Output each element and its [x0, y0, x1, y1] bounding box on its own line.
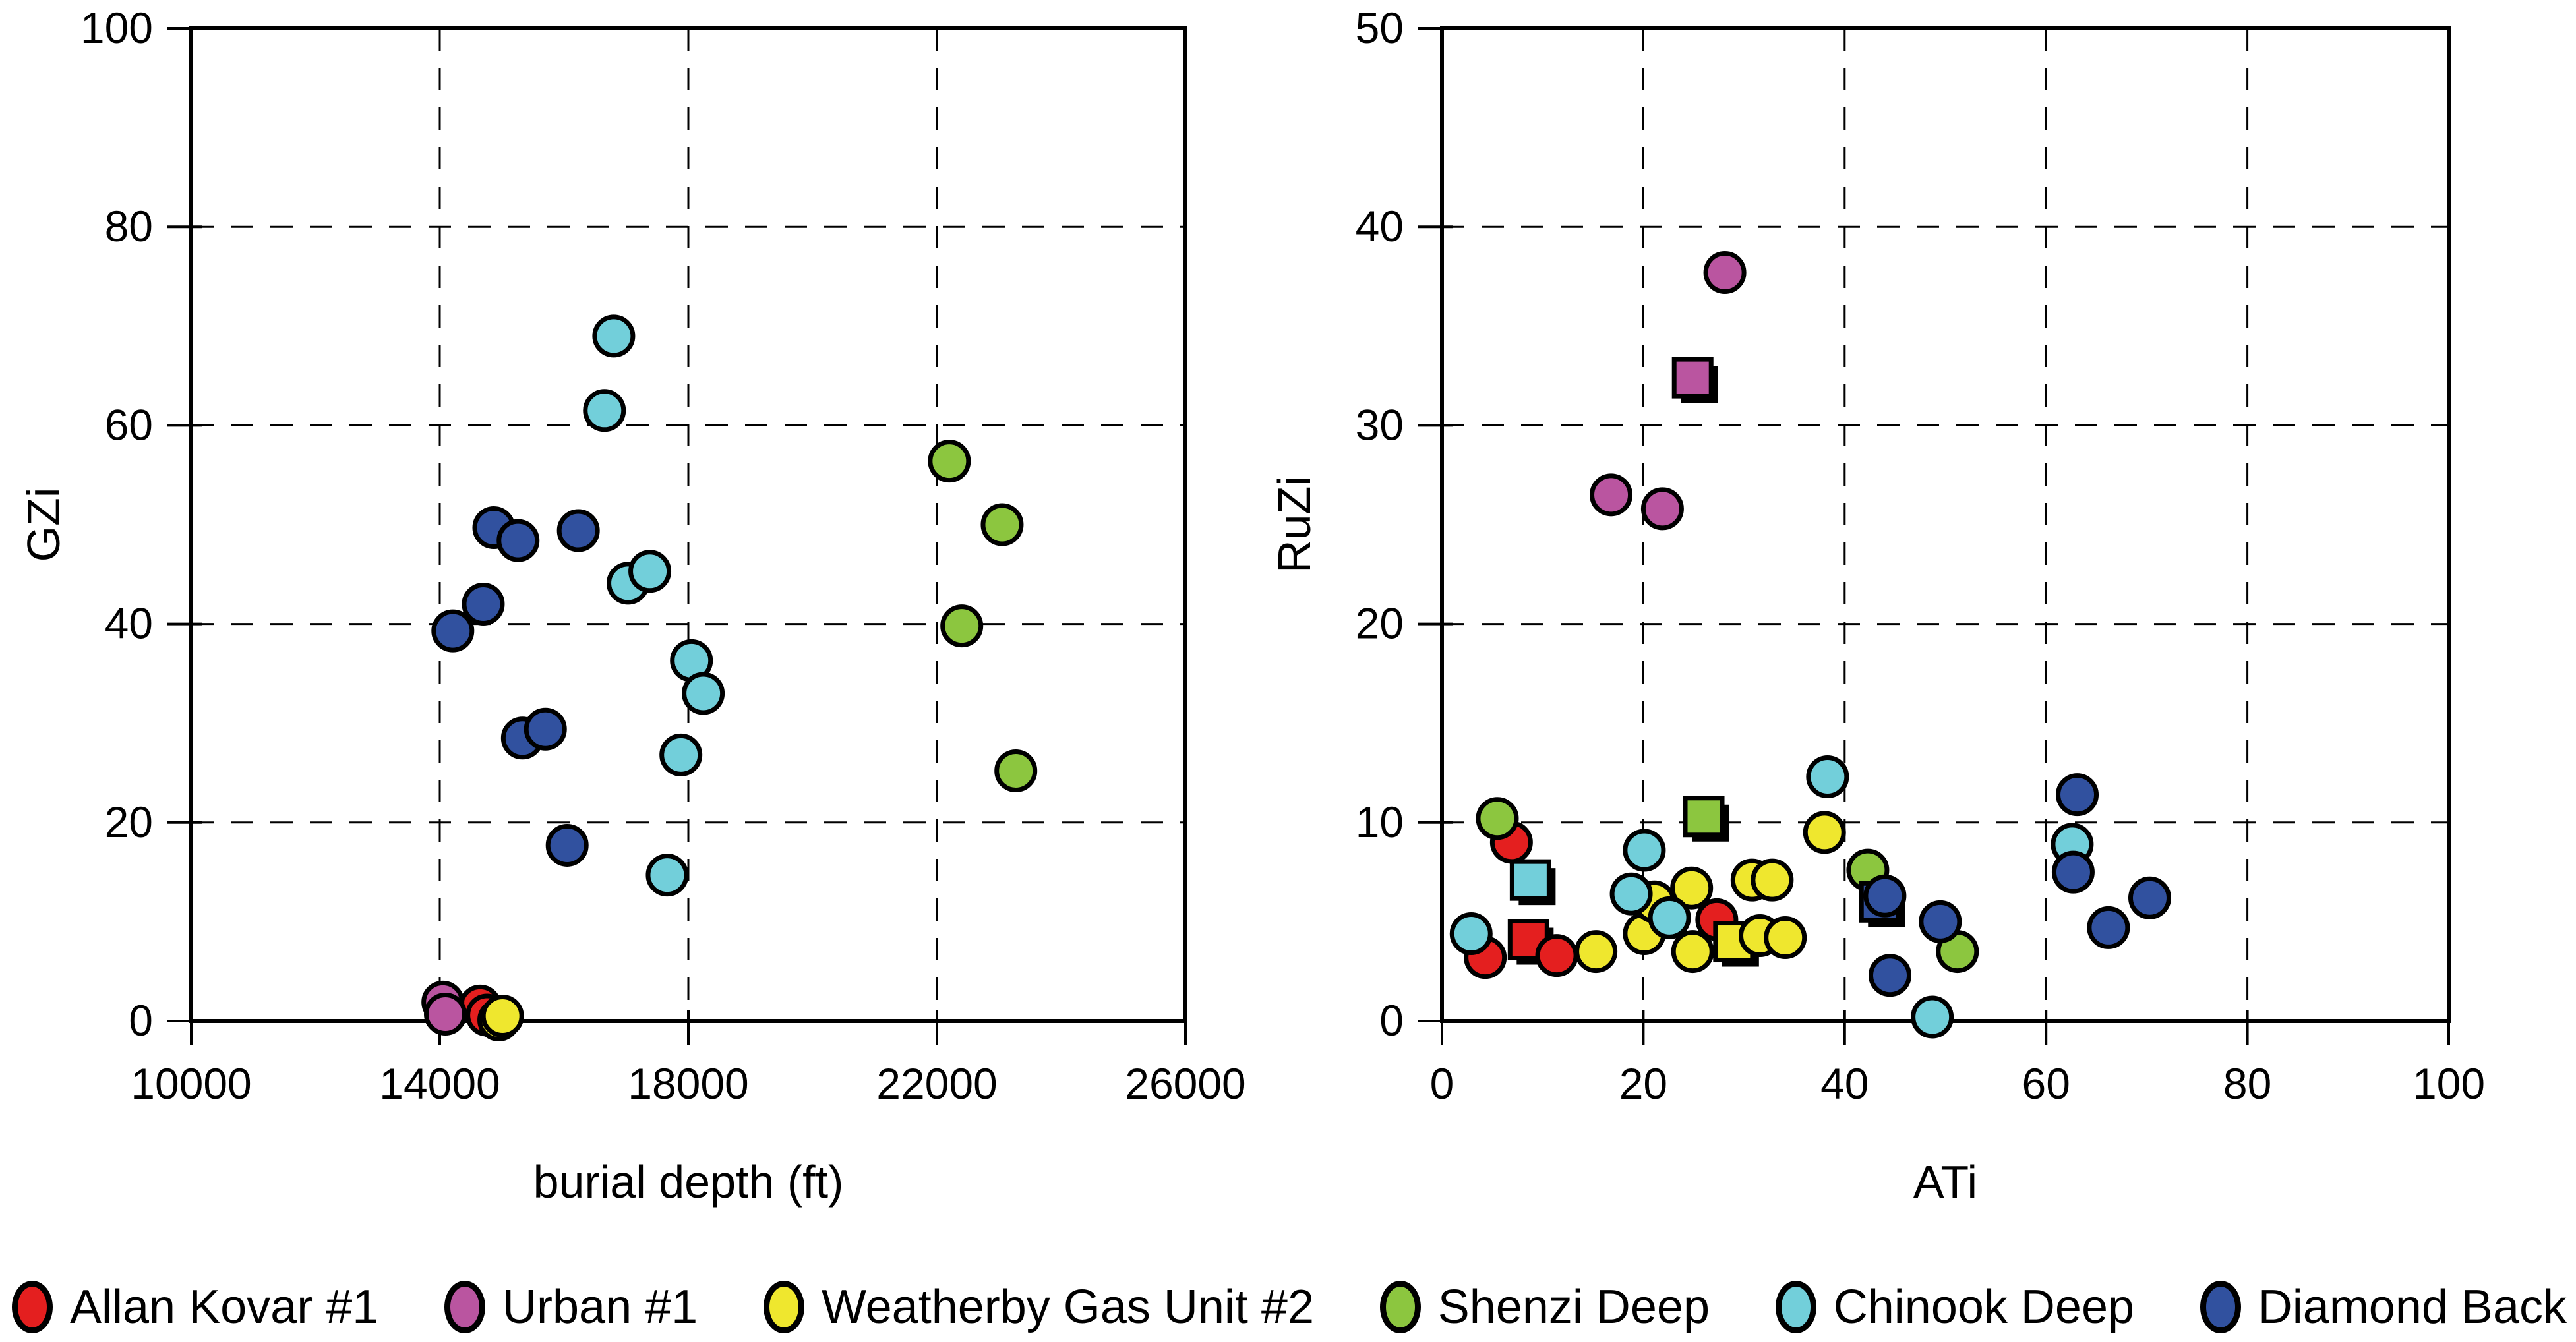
legend-label: Chinook Deep: [1833, 1281, 2135, 1333]
legend-marker-icon: [763, 1281, 804, 1333]
legend-item: Urban #1: [444, 1281, 698, 1333]
data-point-circle: [1609, 872, 1653, 916]
data-point-circle: [1623, 829, 1666, 872]
data-point-circle: [1590, 473, 1633, 517]
data-point-circle: [462, 582, 505, 626]
data-point-circle: [645, 854, 689, 897]
data-point-circle: [583, 389, 626, 432]
y-tick-label: 60: [105, 400, 153, 449]
data-point-circle: [1911, 995, 1954, 1039]
y-tick-label: 10: [1356, 798, 1404, 846]
x-axis-title: burial depth (ft): [533, 1156, 844, 1208]
data-point-circle: [980, 503, 1024, 546]
data-point-square: [1683, 796, 1725, 838]
legend-item: Allan Kovar #1: [12, 1281, 378, 1333]
data-point-circle: [940, 604, 984, 648]
legend-marker-icon: [444, 1281, 486, 1333]
data-point-circle: [1671, 930, 1714, 974]
legend-item: Weatherby Gas Unit #2: [763, 1281, 1314, 1333]
legend-item: Shenzi Deep: [1379, 1281, 1710, 1333]
legend-label: Urban #1: [502, 1281, 698, 1333]
data-point-circle: [556, 509, 600, 552]
legend-label: Weatherby Gas Unit #2: [821, 1281, 1314, 1333]
data-point-circle: [2128, 876, 2171, 919]
data-point-circle: [1648, 896, 1691, 939]
plot-border: [1440, 26, 2451, 1023]
data-point-circle: [481, 994, 524, 1037]
x-tick-label: 0: [1430, 1059, 1454, 1108]
data-point-circle: [2051, 850, 2095, 894]
data-point-circle: [2056, 773, 2099, 817]
data-point-circle: [928, 440, 971, 483]
y-tick-label: 0: [129, 996, 153, 1045]
x-axis-title: ATi: [1913, 1156, 1977, 1208]
x-tick-label: 80: [2223, 1059, 2271, 1108]
data-point-circle: [1703, 250, 1747, 294]
x-tick-label: 60: [2022, 1059, 2070, 1108]
data-point-circle: [1803, 811, 1846, 854]
y-tick-label: 40: [105, 599, 153, 648]
y-tick-label: 80: [105, 202, 153, 250]
data-point-circle: [431, 609, 475, 653]
data-point-circle: [1764, 916, 1807, 959]
data-point-circle: [423, 992, 467, 1036]
legend-marker-icon: [2200, 1281, 2241, 1333]
data-point-circle: [994, 749, 1038, 792]
y-tick-label: 30: [1356, 400, 1404, 449]
data-point-square: [1509, 859, 1551, 901]
legend-marker-icon: [12, 1281, 53, 1333]
data-point-square: [1671, 357, 1714, 399]
x-tick-label: 14000: [379, 1059, 500, 1108]
y-axis-title: RuZi: [1269, 476, 1320, 573]
y-tick-label: 40: [1356, 202, 1404, 250]
x-tick-label: 26000: [1125, 1059, 1246, 1108]
x-tick-label: 22000: [876, 1059, 998, 1108]
data-point-circle: [496, 519, 540, 562]
legend-label: Allan Kovar #1: [70, 1281, 379, 1333]
x-tick-label: 10000: [131, 1059, 252, 1108]
data-point-circle: [2087, 906, 2130, 949]
x-tick-label: 18000: [628, 1059, 749, 1108]
legend-marker-icon: [1775, 1281, 1816, 1333]
x-tick-label: 100: [2412, 1059, 2485, 1108]
data-point-circle: [1476, 797, 1519, 840]
data-point-circle: [1535, 934, 1578, 977]
y-tick-label: 20: [1356, 599, 1404, 648]
data-point-circle: [1751, 858, 1794, 902]
legend-label: Shenzi Deep: [1437, 1281, 1710, 1333]
data-point-circle: [682, 672, 725, 715]
data-point-circle: [1640, 487, 1684, 531]
data-point-circle: [1863, 874, 1907, 918]
y-tick-label: 0: [1379, 996, 1404, 1045]
legend-label: Diamond Back: [2258, 1281, 2567, 1333]
data-point-circle: [1574, 930, 1618, 974]
legend: Allan Kovar #1 Urban #1 Weatherby Gas Unit…: [12, 1271, 2567, 1342]
legend-marker-icon: [1379, 1281, 1421, 1333]
data-point-circle: [628, 550, 672, 593]
x-tick-label: 20: [1619, 1059, 1667, 1108]
data-point-circle: [1919, 900, 1962, 943]
y-axis-title: GZi: [18, 488, 69, 562]
data-point-circle: [524, 707, 567, 751]
legend-item: Diamond Back: [2200, 1281, 2567, 1333]
y-tick-label: 50: [1356, 3, 1404, 52]
x-tick-label: 40: [1820, 1059, 1869, 1108]
data-point-circle: [1670, 866, 1714, 910]
legend-item: Chinook Deep: [1775, 1281, 2135, 1333]
y-tick-label: 20: [105, 798, 153, 846]
data-point-circle: [1806, 755, 1849, 799]
data-point-circle: [1869, 954, 1912, 997]
y-tick-label: 100: [80, 3, 153, 52]
data-point-circle: [592, 314, 636, 358]
data-point-circle: [1449, 912, 1493, 955]
data-point-circle: [545, 823, 589, 867]
data-point-circle: [659, 733, 703, 776]
